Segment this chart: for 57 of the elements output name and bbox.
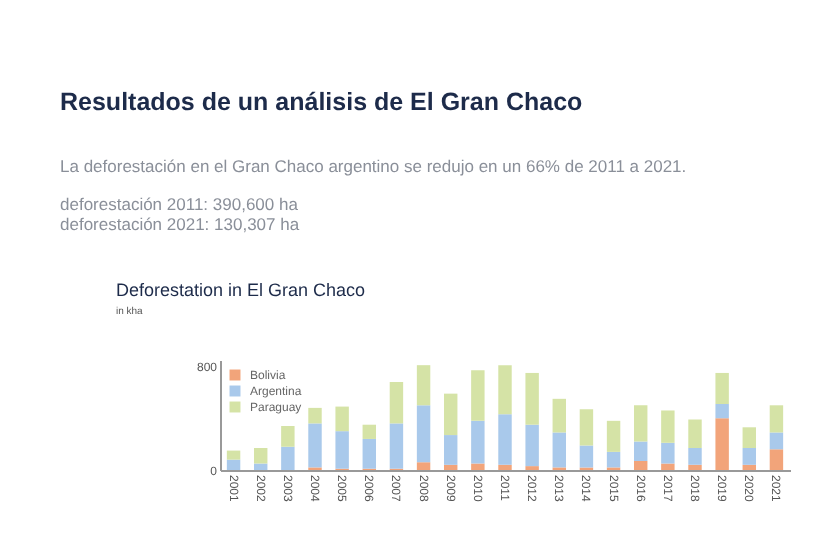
bar bbox=[444, 393, 458, 436]
bar bbox=[742, 448, 756, 465]
bar bbox=[362, 424, 376, 439]
bar bbox=[444, 464, 458, 470]
bar bbox=[416, 462, 431, 470]
bar bbox=[634, 460, 648, 470]
bar bbox=[335, 406, 349, 432]
bar bbox=[634, 405, 648, 442]
chart-title: Deforestation in El Gran Chaco bbox=[115, 280, 366, 300]
bar bbox=[634, 441, 648, 461]
bar bbox=[606, 420, 621, 452]
bar bbox=[416, 365, 431, 406]
bar bbox=[688, 464, 702, 470]
bar bbox=[471, 420, 485, 464]
bar bbox=[661, 410, 675, 443]
bar bbox=[688, 448, 702, 465]
text: deforestación 2021: 130,307 ha bbox=[60, 214, 302, 234]
bar bbox=[416, 405, 431, 463]
text: deforestación 2011: 390,600 ha bbox=[60, 194, 300, 214]
bar bbox=[525, 372, 539, 425]
bar bbox=[661, 463, 675, 470]
bar bbox=[308, 423, 322, 468]
bar bbox=[254, 448, 268, 464]
bar bbox=[498, 414, 512, 465]
bar bbox=[498, 464, 512, 470]
bar bbox=[308, 407, 322, 424]
bar bbox=[742, 464, 756, 470]
bar bbox=[742, 427, 756, 448]
bar bbox=[661, 442, 675, 464]
bar bbox=[281, 426, 295, 447]
bar bbox=[389, 423, 404, 469]
bar bbox=[769, 432, 784, 450]
bar bbox=[769, 405, 784, 433]
text: La deforestación en el Gran Chaco argentino se redujo en un 66% de 2011 a 2021. bbox=[60, 156, 687, 176]
text: Resultados de un análisis de El Gran Chaco bbox=[60, 88, 585, 116]
bar bbox=[552, 432, 566, 468]
bar bbox=[254, 463, 268, 470]
bar bbox=[579, 445, 594, 468]
bar bbox=[389, 382, 404, 424]
bar bbox=[715, 372, 729, 404]
bar bbox=[715, 418, 729, 470]
bar bbox=[444, 435, 458, 465]
bar bbox=[362, 438, 376, 469]
bar bbox=[498, 365, 512, 415]
bar bbox=[688, 419, 702, 448]
bar bbox=[281, 446, 295, 470]
bar bbox=[226, 450, 241, 460]
bar bbox=[579, 409, 594, 446]
bar bbox=[335, 431, 349, 469]
bar bbox=[471, 370, 485, 421]
bar bbox=[606, 451, 621, 468]
bar bbox=[769, 449, 784, 470]
bar bbox=[525, 424, 539, 467]
bar bbox=[552, 398, 566, 433]
bar bbox=[471, 463, 485, 470]
bar bbox=[715, 404, 729, 419]
bar bbox=[226, 459, 241, 470]
